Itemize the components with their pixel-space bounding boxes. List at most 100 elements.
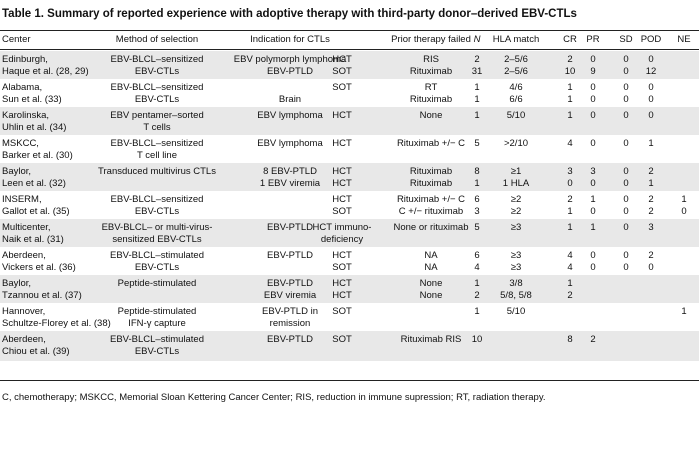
cell-indication-sub: HCT [332,250,352,261]
cell-n: 10 [471,334,483,345]
cell-pod: 2 [648,206,654,217]
cell-sd: 0 [623,66,629,77]
cell-ne: 1 [681,194,687,205]
cell-prior-therapy: NA [424,250,438,261]
cell-hla-match: 5/8, 5/8 [500,290,532,301]
cell-pr: 3 [590,166,596,177]
cell-prior-therapy: C +/− rituximab [398,206,464,217]
cell-prior-therapy: Rituximab RIS [400,334,462,345]
cell-center: Aberdeen, [2,250,46,261]
table-row-group: Aberdeen, EBV-BLCL–stimulated EBV-PTLD SOT R… [0,331,699,361]
cell-cr: 4 [567,262,573,273]
table-row: Leen et al. (32) 1 EBV viremia HCT Rituxima… [0,178,699,190]
cell-method: EBV-BLCL–sensitized [110,82,204,93]
cell-cr: 2 [567,290,573,301]
table-row: INSERM, EBV-BLCL–sensitized HCT Rituximab +… [0,194,699,206]
cell-sd: 0 [623,262,629,273]
cell-method: sensitized EBV-CTLs [112,234,202,245]
cell-center: Baylor, [2,278,32,289]
cell-method: EBV-BLCL–sensitized [110,54,204,65]
cell-prior-therapy: None or rituximab [393,222,469,233]
cell-method: EBV pentamer–sorted [110,110,204,121]
cell-hla-match: ≥3 [510,262,522,273]
cell-method: Peptide-stimulated [117,306,197,317]
cell-pr: 0 [590,178,596,189]
cell-center: Leen et al. (32) [2,178,66,189]
cell-pod: 0 [648,82,654,93]
cell-hla-match: ≥3 [510,222,522,233]
cell-prior-therapy: None [419,110,443,121]
cell-pod: 2 [648,194,654,205]
table-row: Tzannou et al. (37) EBV viremia HCT None 2 5/… [0,290,699,302]
table-row: Aberdeen, EBV-BLCL–stimulated EBV-PTLD HCT N… [0,250,699,262]
cell-cr: 1 [567,278,573,289]
cell-n: 1 [474,94,480,105]
cell-center: Gallot et al. (35) [2,206,70,217]
cell-indication-sub: HCT [332,110,352,121]
cell-center: Vickers et al. (36) [2,262,76,273]
cell-n: 1 [474,178,480,189]
column-header-indication: Indication for CTLs [250,34,330,45]
cell-indication-sub: HCT immuno- [312,222,372,233]
cell-n: 6 [474,194,480,205]
cell-pod: 0 [648,94,654,105]
column-header-cr: CR [563,34,577,45]
cell-pod: 3 [648,222,654,233]
cell-method: IFN-γ capture [128,318,186,329]
table-rule-bottom [0,380,699,381]
cell-indication-sub: HCT [332,278,352,289]
cell-pr: 0 [590,54,596,65]
table-row-group: INSERM, EBV-BLCL–sensitized HCT Rituximab +… [0,191,699,219]
cell-center: Sun et al. (33) [2,94,62,105]
cell-indication: EBV-PTLD [267,278,313,289]
header-rule-bottom [0,49,699,50]
cell-indication-sub: deficiency [320,234,364,245]
cell-method: EBV-BLCL–stimulated [110,334,204,345]
cell-hla-match: 1 HLA [502,178,530,189]
cell-pod: 0 [648,262,654,273]
cell-n: 2 [474,290,480,301]
cell-pr: 0 [590,82,596,93]
table-row: Gallot et al. (35) EBV-CTLs SOT C +/− ritux… [0,206,699,218]
cell-pr: 0 [590,250,596,261]
cell-method: Peptide-stimulated [117,278,197,289]
cell-hla-match: 2–5/6 [504,54,528,65]
cell-indication: EBV lymphoma [257,138,323,149]
cell-n: 6 [474,250,480,261]
cell-cr: 1 [567,206,573,217]
cell-prior-therapy: None [419,290,443,301]
cell-sd: 0 [623,206,629,217]
cell-center: Edinburgh, [2,54,48,65]
cell-pr: 9 [590,66,596,77]
cell-ne: 0 [681,206,687,217]
cell-n: 1 [474,306,480,317]
table-row: Schultze-Florey et al. (38) IFN-γ capture… [0,318,699,330]
cell-indication-sub: SOT [332,334,352,345]
table-row-group: Hannover, Peptide-stimulated EBV-PTLD in SO… [0,303,699,331]
cell-cr: 2 [567,54,573,65]
cell-center: Aberdeen, [2,334,46,345]
table-footnote: C, chemotherapy; MSKCC, Memorial Sloan K… [2,392,546,403]
cell-hla-match: >2/10 [503,138,529,149]
cell-center: Chiou et al. (39) [2,346,70,357]
cell-n: 1 [474,278,480,289]
cell-indication-sub: SOT [332,206,352,217]
cell-method: EBV-BLCL–stimulated [110,250,204,261]
cell-sd: 0 [623,110,629,121]
cell-cr: 1 [567,222,573,233]
cell-indication-sub: HCT [332,290,352,301]
cell-center: Multicenter, [2,222,51,233]
table-row: Naik et al. (31) sensitized EBV-CTLs defic… [0,234,699,246]
cell-hla-match: ≥1 [510,166,522,177]
cell-method: EBV-CTLs [134,206,180,217]
header-rule-top [0,30,699,31]
cell-indication: 1 EBV viremia [259,178,321,189]
cell-indication: EBV-PTLD [267,222,313,233]
cell-indication-sub: HCT [332,54,352,65]
cell-n: 5 [474,138,480,149]
cell-hla-match: 2–5/6 [504,66,528,77]
table-row: Multicenter, EBV-BLCL– or multi-virus- EBV… [0,222,699,234]
column-header-ne: NE [677,34,691,45]
cell-pod: 2 [648,166,654,177]
cell-indication-sub: HCT [332,194,352,205]
